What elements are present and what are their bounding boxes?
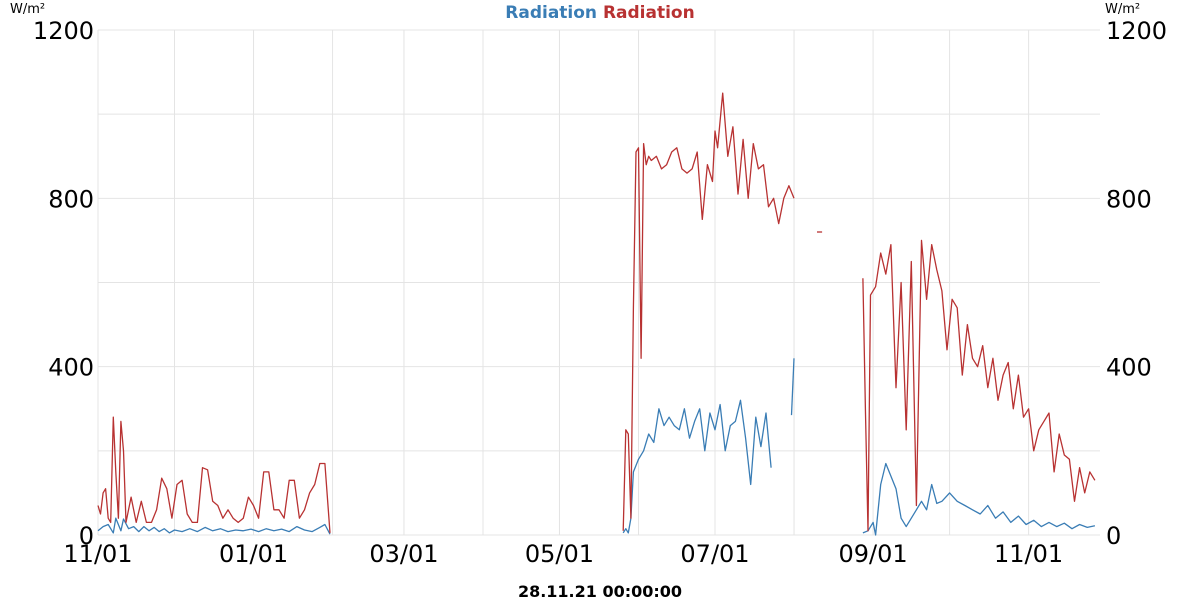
series-line-1 (622, 399, 772, 534)
chart-title: Radiation Radiation (0, 3, 1200, 23)
y-tick-label-right: 1200 (1106, 17, 1167, 45)
y-tick-label-left: 1200 (33, 17, 94, 45)
y-tick-label-right: 800 (1106, 185, 1152, 213)
x-tick-label: 07/01 (680, 540, 749, 568)
series-line-2 (622, 92, 795, 531)
y-axis-unit-left: W/m² (10, 2, 46, 17)
y-tick-label-left: 800 (48, 185, 94, 213)
series-line-1 (862, 462, 1096, 536)
x-tick-label: 11/01 (994, 540, 1063, 568)
x-tick-label: 03/01 (369, 540, 438, 568)
y-axis-unit-right: W/m² (1105, 2, 1141, 17)
x-tick-label: 05/01 (525, 540, 594, 568)
x-tick-label: 11/01 (63, 540, 132, 568)
series-line-2 (862, 239, 1096, 532)
title-series-2: Radiation (602, 3, 695, 23)
timestamp-label: 28.11.21 00:00:00 (517, 582, 683, 601)
title-series-1: Radiation (505, 3, 598, 23)
y-tick-label-left: 400 (48, 354, 94, 382)
y-tick-label-right: 400 (1106, 354, 1152, 382)
x-tick-label: 09/01 (838, 540, 907, 568)
x-tick-label: 01/01 (219, 540, 288, 568)
y-tick-label-left: 0 (79, 522, 94, 550)
series-line-2 (97, 416, 331, 533)
series-line-1 (97, 517, 331, 535)
series-line-1 (790, 358, 795, 416)
y-tick-label-right: 0 (1106, 522, 1121, 550)
